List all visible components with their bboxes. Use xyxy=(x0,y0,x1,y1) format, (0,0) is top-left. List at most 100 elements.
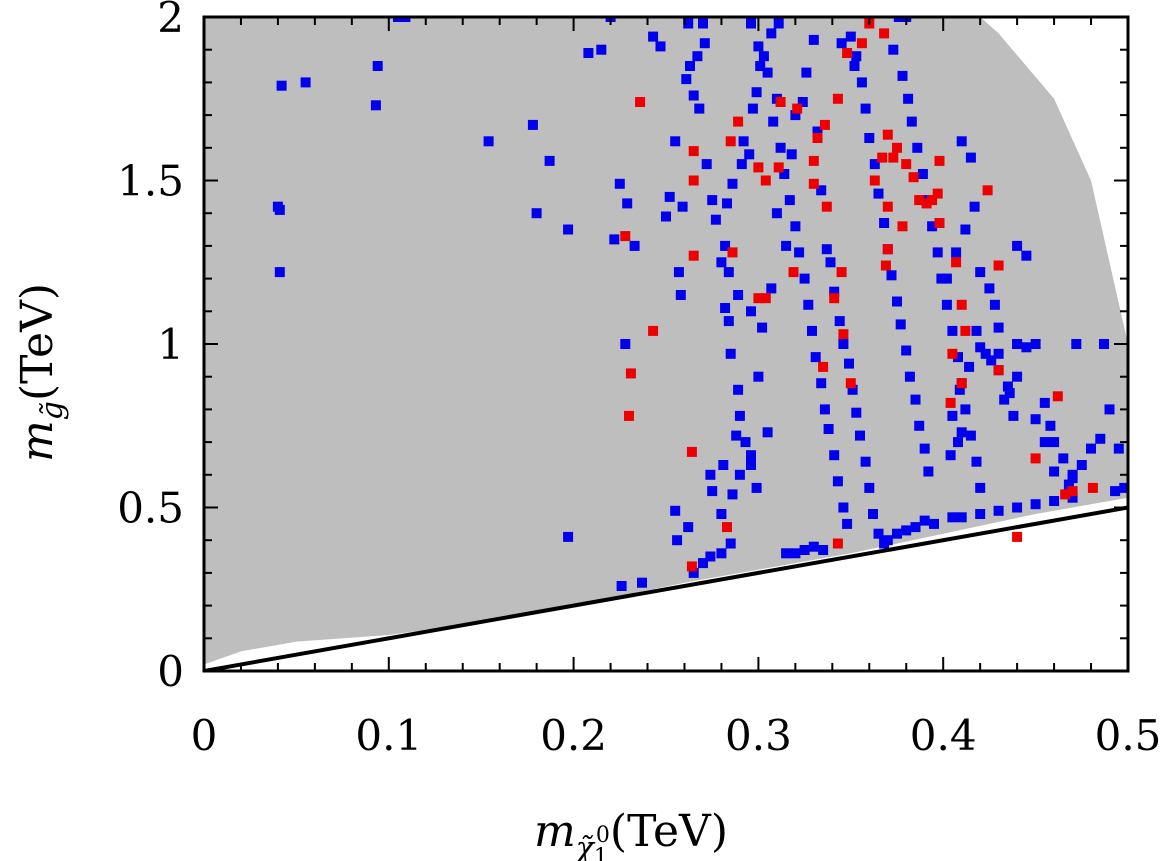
blue-point xyxy=(1095,433,1106,444)
x-tick-label: 0.5 xyxy=(1095,711,1162,760)
blue-point xyxy=(629,240,640,251)
x-axis-title-subscript-index: 1 xyxy=(594,845,608,861)
blue-point xyxy=(904,371,915,382)
blue-point xyxy=(531,208,542,219)
blue-point xyxy=(821,244,832,255)
red-point xyxy=(832,538,843,549)
blue-point xyxy=(734,410,745,421)
blue-point xyxy=(986,355,997,366)
blue-point xyxy=(892,528,902,539)
red-point xyxy=(624,410,634,421)
blue-point xyxy=(698,558,708,569)
blue-point xyxy=(823,424,834,434)
red-point xyxy=(932,188,943,199)
blue-point xyxy=(771,208,782,219)
red-point xyxy=(882,129,893,140)
red-point xyxy=(1052,391,1063,402)
plot-area xyxy=(204,17,1128,671)
red-point xyxy=(921,198,932,209)
blue-point xyxy=(917,169,928,179)
blue-point xyxy=(727,489,738,500)
blue-point xyxy=(838,502,849,513)
blue-point xyxy=(1012,502,1023,513)
blue-point xyxy=(755,61,766,71)
blue-point xyxy=(716,548,727,559)
diagonal-boundary-line xyxy=(204,505,1128,671)
blue-point xyxy=(705,469,716,480)
blue-point xyxy=(893,17,904,22)
blue-point xyxy=(725,348,736,359)
blue-point xyxy=(746,450,756,461)
red-point xyxy=(956,299,967,310)
blue-point xyxy=(801,67,812,78)
axis-ticks xyxy=(203,16,1129,672)
y-axis-title-subscript: g̃ xyxy=(35,401,70,420)
blue-point xyxy=(868,509,878,519)
blue-point xyxy=(1030,339,1041,349)
blue-point xyxy=(897,70,908,81)
red-point xyxy=(842,48,853,58)
blue-point xyxy=(993,505,1004,516)
blue-point xyxy=(675,290,686,300)
blue-point xyxy=(1049,437,1060,448)
blue-point xyxy=(1049,496,1060,506)
blue-point xyxy=(1012,339,1023,349)
blue-point xyxy=(705,551,716,562)
blue-point xyxy=(838,339,849,349)
blue-point xyxy=(864,133,875,143)
red-point xyxy=(760,293,771,304)
red-point xyxy=(648,325,659,336)
blue-point xyxy=(731,430,742,441)
y-tick-label: 2 xyxy=(157,0,184,42)
red-point xyxy=(775,97,786,107)
blue-point xyxy=(903,93,914,104)
x-axis-title: mχ̃10(TeV) xyxy=(534,806,728,861)
blue-point xyxy=(947,512,958,523)
blue-point xyxy=(1030,414,1041,425)
blue-point xyxy=(766,283,777,294)
blue-point xyxy=(910,522,921,533)
red-point xyxy=(908,172,919,183)
blue-point xyxy=(762,67,773,78)
blue-point xyxy=(851,51,862,62)
blue-point xyxy=(698,18,708,29)
red-point xyxy=(982,185,993,196)
blue-point xyxy=(975,342,986,353)
blue-point xyxy=(993,322,1004,333)
blue-point xyxy=(1030,499,1041,510)
blue-point xyxy=(860,456,871,467)
blue-point xyxy=(637,577,647,588)
blue-point xyxy=(1067,473,1078,484)
blue-point xyxy=(803,299,814,310)
blue-point xyxy=(956,512,967,523)
red-point xyxy=(836,267,847,278)
blue-point xyxy=(954,384,965,395)
blue-point xyxy=(274,204,285,215)
blue-point xyxy=(901,525,912,536)
blue-point xyxy=(672,535,683,546)
blue-point xyxy=(914,420,925,431)
x-tick-label: 0.3 xyxy=(725,711,792,760)
blue-point xyxy=(276,80,287,91)
blue-point xyxy=(1004,388,1015,399)
red-point xyxy=(901,159,912,170)
blue-point xyxy=(910,394,921,405)
y-tick-label: 0.5 xyxy=(117,484,184,533)
blue-point xyxy=(1071,339,1082,349)
blue-point xyxy=(720,240,731,251)
blue-point xyxy=(701,159,712,170)
blue-point xyxy=(812,126,823,137)
blue-point xyxy=(300,77,311,88)
blue-point xyxy=(583,48,594,58)
red-point xyxy=(818,361,829,372)
blue-point xyxy=(956,136,967,147)
x-axis-title-unit: (TeV) xyxy=(610,806,728,857)
red-point xyxy=(688,250,699,261)
red-point xyxy=(897,221,908,232)
red-point xyxy=(686,561,697,572)
blue-point xyxy=(797,97,808,107)
red-point xyxy=(856,38,867,49)
blue-point xyxy=(888,44,899,55)
blue-point xyxy=(947,410,958,421)
blue-point xyxy=(670,505,681,516)
